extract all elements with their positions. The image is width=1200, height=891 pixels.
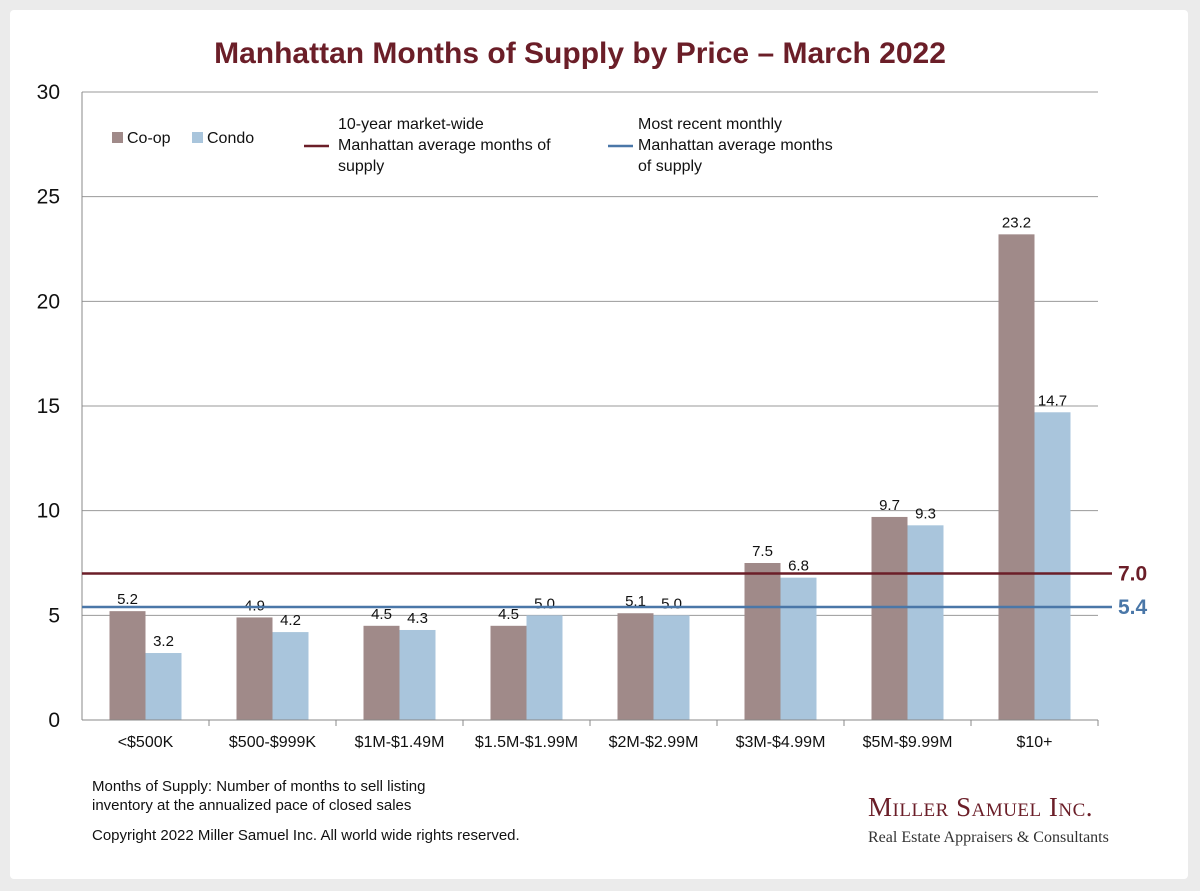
x-axis: <$500K $500-$999K $1M-$1.49M $1.5M-$1.99M $2…	[82, 719, 1099, 751]
reference-lines: 7.05.4	[82, 562, 1148, 619]
brand-logo: Miller Samuel Inc. Real Estate Appraiser…	[868, 792, 1109, 847]
legend-label: Manhattan average months	[638, 137, 833, 154]
bar	[871, 516, 908, 720]
legend-label: of supply	[638, 158, 702, 175]
bar-label: 6.8	[788, 558, 809, 575]
legend-label: Most recent monthly	[638, 116, 782, 133]
x-tick-label: $1.5M-$1.99M	[475, 734, 578, 751]
legend: Co-op Condo 10-year market-wide Manhattan a…	[112, 116, 833, 175]
bar-label: 9.3	[915, 505, 936, 522]
brand-name: Miller Samuel Inc.	[868, 792, 1094, 822]
reference-line-label: 7.0	[1118, 562, 1147, 585]
y-tick-label: 30	[37, 81, 60, 104]
x-tick-label: $2M-$2.99M	[609, 734, 699, 751]
y-tick-label: 20	[37, 290, 60, 313]
bar	[272, 632, 309, 720]
copyright: Copyright 2022 Miller Samuel Inc. All wo…	[92, 827, 520, 844]
bar	[780, 577, 817, 720]
bar	[490, 625, 527, 720]
y-tick-label: 15	[37, 395, 60, 418]
bar	[526, 615, 563, 720]
bar	[1034, 412, 1071, 720]
legend-label: 10-year market-wide	[338, 116, 484, 133]
footnote-line-1: Months of Supply: Number of months to se…	[92, 778, 426, 795]
x-tick-label: $3M-$4.99M	[736, 734, 826, 751]
bar	[744, 563, 781, 720]
reference-line-label: 5.4	[1118, 596, 1148, 619]
bar-label: 7.5	[752, 543, 773, 560]
bar	[998, 234, 1035, 720]
legend-label: Manhattan average months of	[338, 137, 551, 154]
footnote-line-2: inventory at the annualized pace of clos…	[92, 797, 412, 814]
legend-swatch	[192, 132, 203, 143]
bar-label: 23.2	[1002, 214, 1031, 231]
bar	[907, 525, 944, 720]
bar-label: 9.7	[879, 497, 900, 514]
legend-label: Co-op	[127, 130, 171, 147]
legend-label: supply	[338, 158, 384, 175]
bar	[109, 611, 146, 720]
x-tick-label: $5M-$9.99M	[863, 734, 953, 751]
x-tick-label: $10+	[1016, 734, 1052, 751]
y-tick-label: 0	[48, 709, 60, 732]
chart-card	[10, 10, 1188, 879]
bar-label: 4.2	[280, 612, 301, 629]
bar	[617, 613, 654, 720]
bar	[399, 629, 436, 720]
x-tick-label: <$500K	[118, 734, 174, 751]
bar-label: 5.2	[117, 591, 138, 608]
footnote: Months of Supply: Number of months to se…	[92, 777, 426, 815]
legend-swatch	[112, 132, 123, 143]
bar	[653, 615, 690, 720]
brand-tagline: Real Estate Appraisers & Consultants	[868, 829, 1109, 846]
y-tick-label: 10	[37, 500, 60, 523]
bar-label: 5.0	[661, 595, 682, 612]
y-axis: 0 5 10 15 20 25 30	[37, 81, 83, 732]
gridlines	[82, 91, 1098, 616]
bar	[145, 653, 182, 720]
x-tick-label: $500-$999K	[229, 734, 317, 751]
bar-label: 4.5	[371, 606, 392, 623]
bar-label: 14.7	[1038, 392, 1067, 409]
bar-label: 3.2	[153, 633, 174, 650]
chart-title: Manhattan Months of Supply by Price – Ma…	[214, 37, 946, 70]
y-tick-label: 5	[48, 604, 60, 627]
legend-label: Condo	[207, 130, 254, 147]
bar	[363, 625, 400, 720]
bar-label: 5.0	[534, 595, 555, 612]
x-tick-label: $1M-$1.49M	[355, 734, 445, 751]
bars	[109, 234, 1071, 720]
y-tick-label: 25	[37, 186, 60, 209]
bar-label: 4.5	[498, 606, 519, 623]
bar-label: 4.3	[407, 610, 428, 627]
bar	[236, 617, 273, 720]
